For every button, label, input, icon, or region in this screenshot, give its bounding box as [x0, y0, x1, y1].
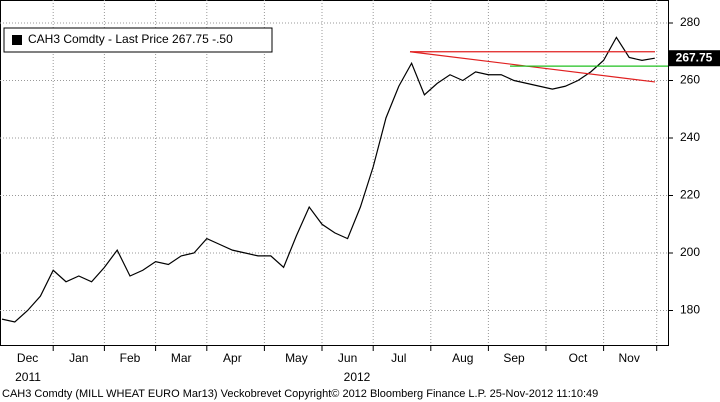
- x-tick-label: Aug: [452, 351, 473, 365]
- legend-box: [3, 27, 273, 53]
- x-tick-label: Sep: [503, 351, 525, 365]
- x-tick-label: Apr: [223, 351, 242, 365]
- y-tick-label: 220: [680, 188, 700, 202]
- trend-line: [409, 51, 656, 83]
- x-tick-label: May: [285, 351, 308, 365]
- legend-label: CAH3 Comdty - Last Price 267.75 -.50: [28, 32, 233, 46]
- footer: CAH3 Comdty (MILL WHEAT EURO Mar13) Veck…: [2, 388, 598, 400]
- y-tick-label: 260: [680, 73, 700, 87]
- grid: [0, 0, 668, 345]
- x-tick-label: Mar: [171, 351, 192, 365]
- x-tick-label: Jul: [391, 351, 406, 365]
- x-tick-label: Feb: [120, 351, 141, 365]
- x-tick-label: Nov: [619, 351, 640, 365]
- y-tick-label: 180: [680, 303, 700, 317]
- x-tick-label: Jan: [69, 351, 88, 365]
- marks: [1, 36, 668, 323]
- legend-swatch: [12, 35, 22, 45]
- plot-frame: [0, 0, 669, 346]
- x-tick-label: Oct: [569, 351, 588, 365]
- price-line: [1, 36, 655, 323]
- y-tick-label: 280: [680, 15, 700, 29]
- last-price-label: 267.75: [676, 50, 713, 64]
- y-tick-label: 200: [680, 245, 700, 259]
- last-price-tag: [668, 50, 720, 67]
- x-tick-label: Jun: [338, 351, 357, 365]
- x-tick-label: Dec: [17, 351, 38, 365]
- year-label: 2011: [15, 370, 41, 384]
- year-label: 2012: [344, 370, 371, 384]
- y-tick-label: 240: [680, 130, 700, 144]
